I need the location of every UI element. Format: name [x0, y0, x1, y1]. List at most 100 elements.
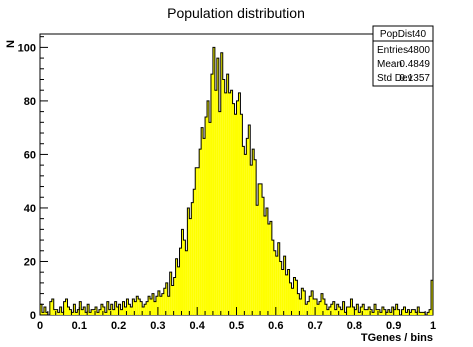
histogram-bar: [283, 256, 286, 315]
histogram-bar: [309, 296, 312, 315]
histogram-bar: [334, 309, 337, 315]
histogram-bar: [142, 306, 145, 315]
stats-value-entries: 4800: [408, 45, 431, 56]
histogram-bar: [281, 269, 284, 315]
histogram-bar: [389, 312, 392, 315]
histogram-bar: [102, 306, 105, 315]
histogram-bar: [96, 312, 99, 315]
x-tick-label: 0.2: [111, 320, 126, 332]
x-tick-label: 0.1: [72, 320, 87, 332]
stats-value-stddev: 0.1357: [399, 73, 430, 84]
histogram-bar: [346, 306, 349, 315]
histogram-bar: [89, 312, 92, 315]
histogram-bar: [307, 301, 310, 315]
histogram-bar: [358, 312, 361, 315]
histogram-bar: [273, 250, 276, 315]
histogram-bar: [397, 309, 400, 315]
histogram-bar: [201, 127, 204, 316]
histogram-bar: [157, 290, 160, 315]
histogram-bar: [41, 312, 44, 315]
histogram-bar: [344, 312, 347, 315]
histogram-bar: [150, 298, 153, 315]
histogram-bar: [118, 304, 121, 315]
histogram-bar: [155, 296, 158, 315]
histogram-bar: [295, 280, 298, 315]
histogram-bar: [126, 298, 129, 315]
histogram-bar: [134, 301, 137, 315]
histogram-bar: [409, 312, 412, 315]
histogram-bar: [228, 92, 231, 315]
histogram-bar: [199, 149, 202, 315]
histogram-bar: [269, 221, 272, 315]
histogram-bar: [193, 189, 196, 315]
histogram-bar: [340, 309, 343, 315]
histogram-bar: [112, 309, 115, 315]
x-tick-label: 0.5: [229, 320, 244, 332]
x-tick-label: 0.7: [307, 320, 322, 332]
histogram-bar: [291, 288, 294, 315]
histogram-bar: [216, 58, 219, 315]
histogram-bar: [189, 218, 192, 315]
histogram-bar: [256, 205, 259, 315]
histogram-bar: [427, 312, 430, 315]
histogram-bar: [63, 301, 66, 315]
histogram-bar: [87, 304, 90, 315]
histogram-bar: [260, 183, 263, 315]
stats-label-stddev: Std Dev: [377, 73, 413, 84]
histogram-bar: [250, 165, 253, 315]
histogram-bar: [264, 215, 266, 315]
histogram-bar: [271, 240, 274, 315]
histogram-bar: [320, 293, 323, 315]
y-tick-label: 60: [24, 149, 36, 161]
histogram-bar: [236, 100, 239, 316]
histogram-bar: [61, 312, 64, 315]
histogram-bar: [336, 304, 339, 315]
histogram-bar: [413, 309, 416, 315]
histogram-bar: [51, 298, 54, 315]
histogram-bar: [83, 306, 86, 315]
y-tick-label: 0: [30, 310, 36, 322]
histogram-bar: [248, 124, 251, 315]
histogram-bar: [267, 224, 270, 315]
x-axis-title: TGenes / bins: [361, 332, 433, 344]
histogram-bar: [254, 159, 257, 315]
histogram-bar: [152, 293, 154, 315]
histogram-bar: [275, 256, 278, 315]
histogram-bar: [124, 306, 127, 315]
histogram-bar: [197, 167, 200, 315]
histogram-bar: [348, 306, 351, 315]
histogram-bar: [350, 298, 353, 315]
histogram-bar: [45, 312, 48, 315]
histogram-bar: [338, 306, 341, 315]
histogram-bar: [419, 312, 422, 315]
histogram-bar: [279, 261, 282, 315]
stats-box-frame: [372, 25, 434, 87]
histogram-bar: [285, 274, 288, 315]
histogram-bar: [165, 282, 168, 315]
histogram-bar: [313, 298, 316, 315]
histogram-bar: [91, 309, 94, 315]
histogram-bar: [93, 309, 96, 315]
histogram-bar: [132, 298, 135, 315]
histogram-bar: [130, 306, 133, 315]
y-tick-label: 80: [24, 96, 36, 108]
histogram-bar: [423, 312, 426, 315]
histogram-bar: [379, 312, 382, 315]
y-tick-label: 40: [24, 203, 36, 215]
histogram-bar: [218, 111, 221, 315]
histogram-bar: [210, 74, 213, 316]
histogram-bar: [220, 52, 223, 315]
histogram-bar: [238, 92, 241, 315]
histogram-bar: [287, 269, 290, 315]
axes: 0 0.1 0.2 0.3 0.4 0.5 0.6 0.7 0.8 0.9 1 0 20 40 60 80 10…: [18, 36, 436, 332]
histogram-bar: [175, 258, 178, 315]
histogram-bar: [146, 301, 149, 315]
histogram-bar: [429, 309, 432, 315]
histogram-bar: [104, 312, 107, 315]
histogram-bar: [411, 309, 414, 315]
histogram-bar: [332, 301, 335, 315]
histogram-bar: [222, 79, 225, 315]
histogram-bar: [381, 306, 384, 315]
x-tick-label: 0.6: [268, 320, 283, 332]
histogram-bar: [106, 301, 109, 315]
